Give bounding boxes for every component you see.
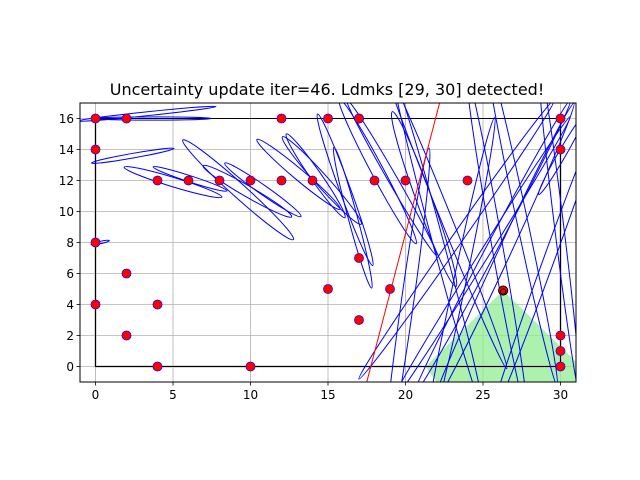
uncertainty-ellipse [383, 147, 431, 382]
landmark-point [121, 268, 132, 279]
uncertainty-ellipse [537, 103, 576, 382]
landmark-point [369, 175, 380, 186]
uncertainty-ellipse [393, 103, 484, 382]
landmark-point [307, 175, 318, 186]
y-tick-label: 10 [59, 205, 74, 219]
y-tick-label: 4 [66, 298, 74, 312]
uncertainty-ellipse [390, 111, 458, 288]
y-tick-label: 16 [59, 112, 74, 126]
uncertainty-ellipse [224, 162, 302, 218]
landmark-point [385, 284, 395, 294]
landmark-point [90, 113, 101, 124]
landmark-point [462, 175, 473, 186]
landmark-point [555, 144, 566, 155]
x-tick-label: 15 [320, 388, 335, 402]
landmark-point [555, 361, 566, 372]
uncertainty-ellipse [338, 103, 418, 245]
landmark-point [90, 144, 101, 155]
landmark-point [354, 113, 364, 124]
uncertainty-ellipse [202, 164, 293, 218]
x-tick-label: 30 [553, 388, 568, 402]
landmark-point [245, 361, 256, 372]
chart-title: Uncertainty update iter=46. Ldmks [29, 3… [110, 80, 545, 99]
axis-ticks: 0 5 10 15 20 25 30 0 2 4 6 8 10 12 14 16 [59, 112, 568, 402]
landmark-point [152, 299, 163, 310]
landmark-point [276, 113, 287, 124]
uncertainty-ellipse [485, 103, 559, 382]
uncertainty-ellipse [413, 103, 572, 382]
robot-inner-ring [500, 288, 507, 295]
uncertainty-ellipse [420, 117, 496, 382]
sensor-fov-region [425, 290, 576, 382]
uncertainty-ellipse [345, 103, 438, 256]
landmark-point [152, 361, 163, 372]
uncertainty-ellipse [182, 139, 295, 241]
y-tick-label: 14 [59, 143, 74, 157]
landmark-point [555, 113, 566, 124]
x-tick-label: 10 [243, 388, 258, 402]
uncertainty-ellipse [466, 103, 528, 382]
uncertainty-ellipse [489, 103, 576, 382]
landmark-point [121, 330, 132, 341]
landmark-point [323, 284, 333, 294]
uncertainty-ellipse [384, 103, 508, 370]
x-tick-label: 0 [92, 388, 100, 402]
uncertainty-ellipse [388, 115, 571, 382]
landmark-point [555, 346, 566, 356]
landmark-point [276, 175, 287, 186]
y-tick-label: 12 [59, 174, 74, 188]
landmark-point [90, 237, 101, 248]
uncertainty-ellipse [123, 166, 223, 199]
uncertainty-ellipse [281, 136, 362, 225]
robot-heading-line [366, 103, 441, 382]
landmark-point [183, 175, 194, 186]
landmark-point [152, 175, 163, 186]
robot-marker [498, 285, 509, 296]
y-tick-label: 6 [66, 267, 74, 281]
landmark-points [90, 113, 566, 372]
uncertainty-ellipse [316, 113, 374, 267]
landmark-point [214, 175, 225, 186]
x-tick-label: 5 [169, 388, 177, 402]
y-tick-label: 8 [66, 236, 74, 250]
uncertainty-ellipse [90, 147, 175, 164]
y-tick-label: 0 [66, 360, 74, 374]
landmark-point [354, 253, 364, 263]
x-tick-label: 20 [398, 388, 413, 402]
landmark-point [90, 299, 101, 310]
landmark-point [121, 113, 132, 124]
x-tick-label: 25 [475, 388, 490, 402]
uncertainty-ellipse [332, 146, 373, 289]
uncertainty-ellipse [358, 103, 556, 380]
landmark-point [555, 330, 566, 341]
uncertainty-ellipse [80, 105, 217, 122]
landmark-point [245, 175, 256, 186]
y-tick-label: 2 [66, 329, 74, 343]
landmark-point [354, 315, 364, 325]
uncertainty-ellipse [256, 138, 341, 210]
landmark-point [323, 113, 333, 124]
uncertainty-ellipses [80, 103, 576, 382]
landmark-point [400, 175, 411, 186]
